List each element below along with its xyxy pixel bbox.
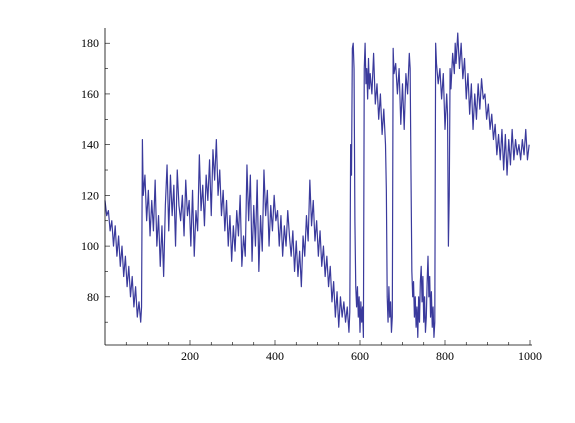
y-tick-label: 100 [81,239,99,253]
y-tick-label: 140 [81,138,99,152]
y-tick-label: 80 [87,290,99,304]
y-tick-label: 120 [81,188,99,202]
x-tick-label: 800 [436,349,454,363]
x-tick-label: 600 [351,349,369,363]
x-tick-label: 400 [266,349,284,363]
x-tick-label: 1000 [518,349,542,363]
series-line [104,32,530,338]
series-layer [104,32,530,338]
y-tick-label: 160 [81,87,99,101]
tick-labels-layer: 200 400 600 800 1000 80 100 120 140 160 180 [81,36,542,363]
ticks-layer [105,42,531,345]
y-tick-label: 180 [81,36,99,50]
x-tick-label: 200 [181,349,199,363]
